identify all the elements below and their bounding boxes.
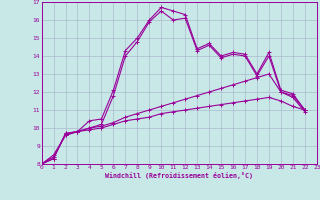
X-axis label: Windchill (Refroidissement éolien,°C): Windchill (Refroidissement éolien,°C) [105,172,253,179]
